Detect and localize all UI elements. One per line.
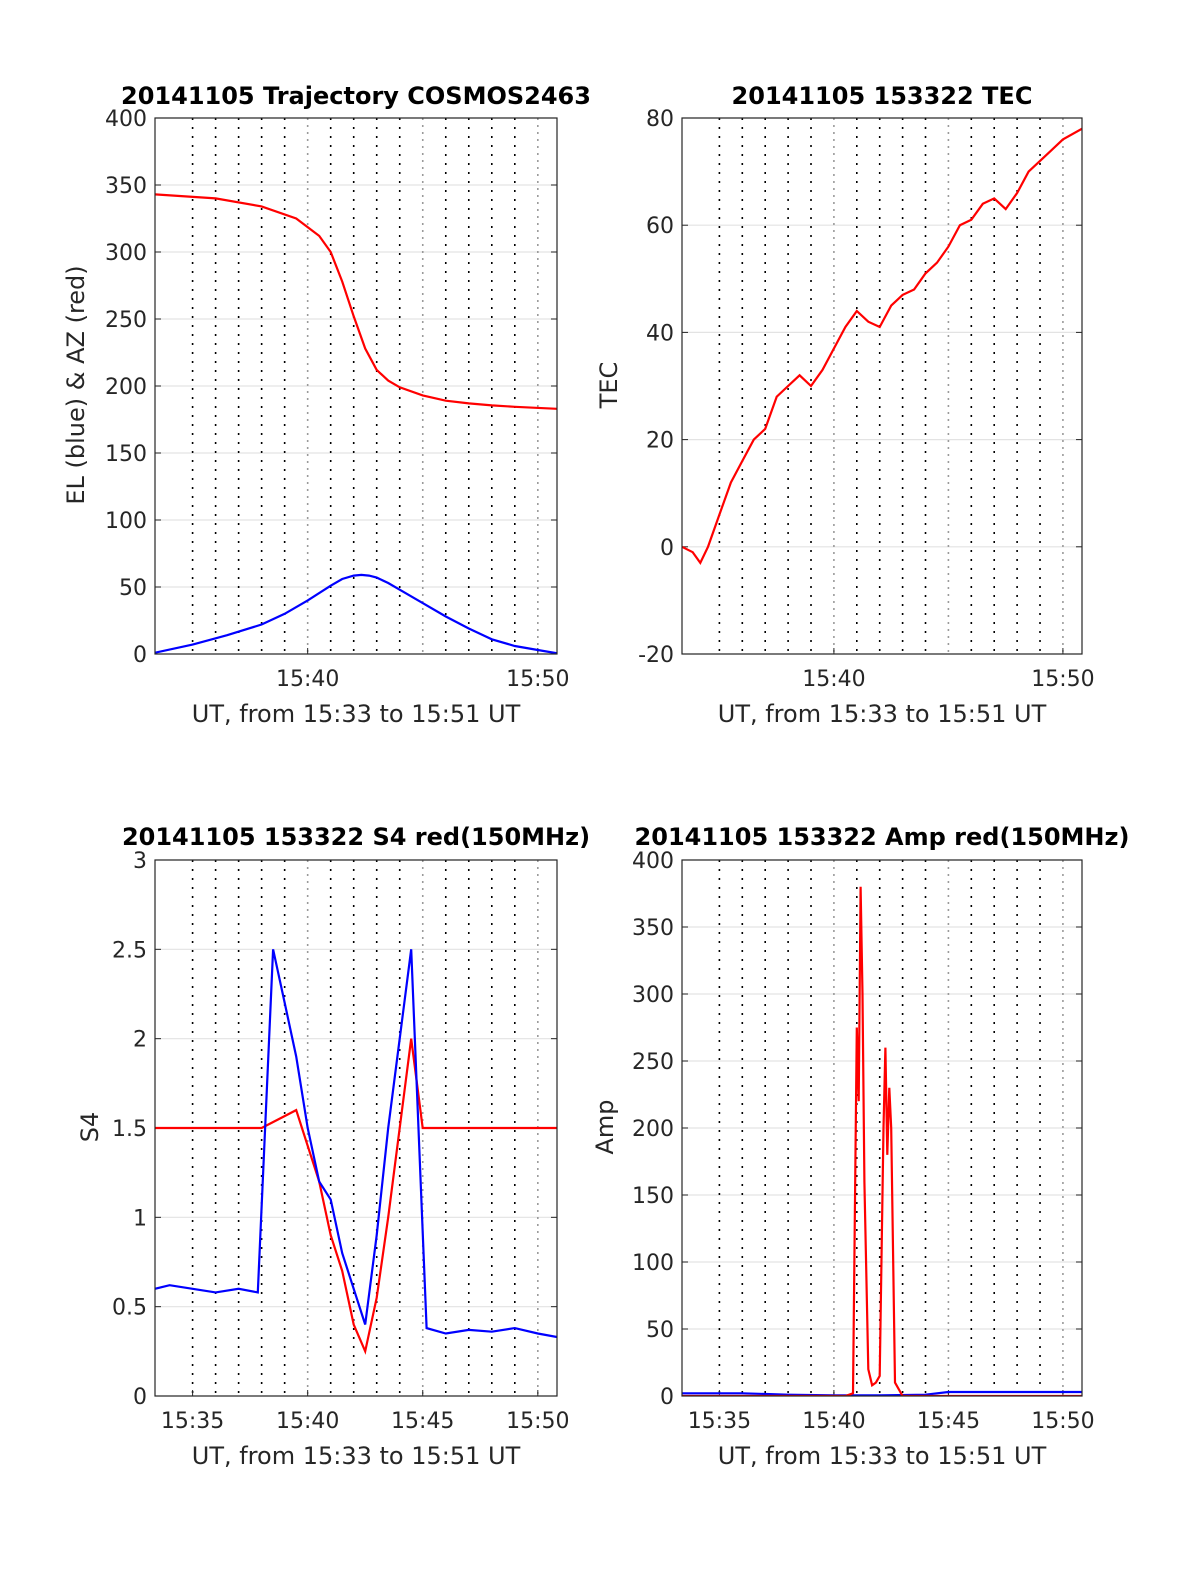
- amp-xlabel: UT, from 15:33 to 15:51 UT: [718, 1442, 1047, 1470]
- s4-title: 20141105 153322 S4 red(150MHz): [122, 823, 590, 851]
- tec-xtick-label: 15:40: [802, 667, 865, 692]
- amp-ytick-label: 50: [646, 1318, 674, 1343]
- tec-panel: 20141105 153322 TEC UT, from 15:33 to 15…: [595, 82, 1095, 728]
- tec-ytick-label: -20: [638, 643, 674, 668]
- traj-ytick-label: 100: [105, 509, 147, 534]
- trajectory-panel: 20141105 Trajectory COSMOS2463 UT, from …: [62, 82, 591, 728]
- traj-ytick-label: 0: [133, 643, 147, 668]
- trajectory-title: 20141105 Trajectory COSMOS2463: [121, 82, 591, 110]
- s4-ytick-label: 0.5: [112, 1296, 147, 1321]
- amp-series-1-line: [682, 886, 1082, 1396]
- s4-ylabel: S4: [76, 1112, 104, 1143]
- traj-axes-box: [154, 117, 558, 655]
- amp-ytick-label: 300: [632, 983, 674, 1008]
- traj-xtick-label: 15:40: [276, 667, 339, 692]
- tec-title: 20141105 153322 TEC: [732, 82, 1033, 110]
- traj-ytick-label: 150: [105, 442, 147, 467]
- traj-xtick-label: 15:50: [506, 667, 569, 692]
- amp-ytick-label: 100: [632, 1251, 674, 1276]
- traj-ytick-label: 250: [105, 308, 147, 333]
- tec-xlabel: UT, from 15:33 to 15:51 UT: [718, 700, 1047, 728]
- tec-ytick-label: 60: [646, 214, 674, 239]
- amp-xtick-label: 15:50: [1031, 1409, 1094, 1434]
- trajectory-ylabel: EL (blue) & AZ (red): [62, 265, 90, 504]
- s4-xtick-label: 15:45: [391, 1409, 454, 1434]
- amp-ylabel: Amp: [591, 1099, 619, 1154]
- s4-ytick-label: 3: [133, 849, 147, 874]
- tec-series-0-line: [682, 127, 1082, 566]
- amp-ytick-label: 350: [632, 916, 674, 941]
- amp-xtick-label: 15:35: [688, 1409, 751, 1434]
- s4-xtick-label: 15:40: [276, 1409, 339, 1434]
- tec-axes-box: [681, 117, 1083, 655]
- s4-series-1-line: [155, 949, 557, 1339]
- s4-ytick-label: 1.5: [112, 1117, 147, 1142]
- traj-series-0-line: [155, 193, 557, 410]
- traj-ytick-label: 200: [105, 375, 147, 400]
- tec-ytick-label: 80: [646, 107, 674, 132]
- s4-xlabel: UT, from 15:33 to 15:51 UT: [192, 1442, 521, 1470]
- tec-ytick-label: 0: [660, 536, 674, 561]
- tec-ytick-label: 40: [646, 321, 674, 346]
- amp-ytick-label: 400: [632, 849, 674, 874]
- s4-ytick-label: 0: [133, 1385, 147, 1410]
- traj-ytick-label: 300: [105, 241, 147, 266]
- traj-ytick-label: 400: [105, 107, 147, 132]
- amp-ytick-label: 200: [632, 1117, 674, 1142]
- s4-axes-box: [154, 859, 558, 1397]
- traj-series-1-line: [155, 573, 557, 654]
- amp-title: 20141105 153322 Amp red(150MHz): [635, 823, 1130, 851]
- s4-xtick-label: 15:50: [506, 1409, 569, 1434]
- amp-panel: 20141105 153322 Amp red(150MHz) UT, from…: [591, 823, 1129, 1470]
- traj-ytick-label: 350: [105, 174, 147, 199]
- amp-xtick-label: 15:40: [802, 1409, 865, 1434]
- tec-xtick-label: 15:50: [1031, 667, 1094, 692]
- amp-series-0-line: [682, 1390, 1082, 1396]
- amp-xtick-label: 15:45: [917, 1409, 980, 1434]
- amp-axes-box: [681, 859, 1083, 1397]
- s4-xtick-label: 15:35: [161, 1409, 224, 1434]
- s4-ytick-label: 2.5: [112, 938, 147, 963]
- amp-ytick-label: 150: [632, 1184, 674, 1209]
- tec-ylabel: TEC: [595, 362, 623, 410]
- amp-ytick-label: 0: [660, 1385, 674, 1410]
- amp-ytick-label: 250: [632, 1050, 674, 1075]
- s4-ytick-label: 1: [133, 1206, 147, 1231]
- traj-ytick-label: 50: [119, 576, 147, 601]
- tec-ytick-label: 20: [646, 429, 674, 454]
- trajectory-xlabel: UT, from 15:33 to 15:51 UT: [192, 700, 521, 728]
- s4-series-0-line: [155, 1038, 557, 1355]
- s4-panel: 20141105 153322 S4 red(150MHz) UT, from …: [76, 823, 590, 1470]
- s4-ytick-label: 2: [133, 1028, 147, 1053]
